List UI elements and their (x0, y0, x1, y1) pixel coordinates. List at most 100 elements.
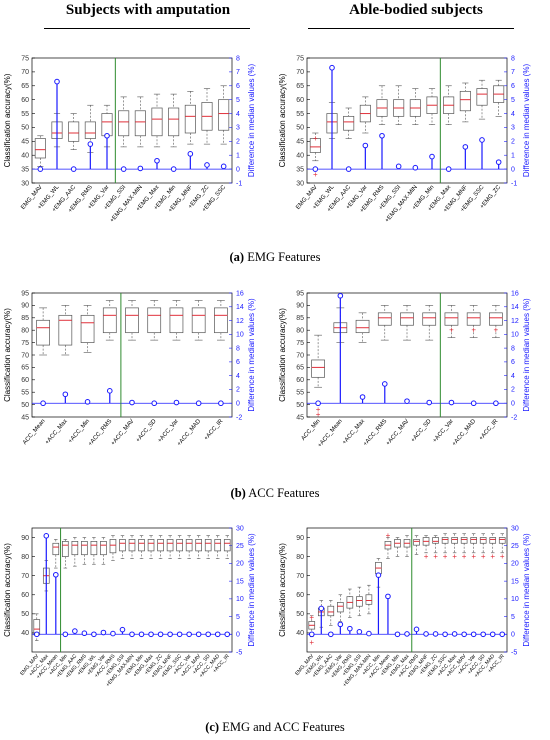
caption-a-text: EMG Features (247, 250, 321, 264)
y-tick-label: 55 (21, 111, 29, 118)
box (311, 359, 325, 378)
y2-tick-label: 2 (236, 139, 240, 146)
caption-c-letter: (c) (205, 720, 220, 734)
caption-b-text: ACC Features (248, 486, 320, 500)
y2-tick-label: 20 (236, 561, 244, 568)
diff-marker (170, 166, 177, 172)
y-tick-label: 75 (296, 55, 304, 62)
chart-emg-able-bodied: 30354045505560657075-1012345678Classific… (278, 55, 531, 224)
box (195, 539, 202, 552)
box (191, 307, 206, 334)
diff-marker (375, 572, 382, 578)
y2-tick-label: -1 (511, 180, 517, 187)
diff-marker (129, 399, 135, 406)
y-axis-label: Classification accuracy(%) (278, 543, 287, 637)
y2-tick-label: 25 (236, 543, 244, 550)
y-tick-label: 85 (296, 315, 304, 322)
diff-marker (186, 631, 192, 638)
diff-marker (328, 631, 334, 638)
y2-tick-label: 12 (511, 318, 519, 325)
y2-tick-label: 8 (511, 55, 515, 62)
box (403, 539, 411, 548)
y2-tick-label: 0 (511, 166, 515, 173)
y-axis-label: Classification accuracy(%) (278, 308, 287, 402)
diff-marker (448, 399, 455, 406)
diff-marker (72, 628, 78, 634)
y-tick-label: 45 (296, 414, 304, 421)
box (400, 312, 414, 326)
y-tick-label: 95 (21, 290, 29, 297)
diff-marker (62, 631, 69, 638)
outlier-mark: + (313, 170, 318, 179)
y-tick-label: 30 (21, 180, 29, 187)
y-tick-label: 45 (21, 139, 29, 146)
y-tick-label: 60 (296, 377, 304, 384)
outlier-mark: + (309, 638, 314, 647)
y-axis-label: Classification accuracy(%) (3, 73, 12, 167)
diff-marker (404, 631, 410, 637)
y-tick-label: 40 (21, 630, 29, 637)
y2-tick-label: 25 (511, 543, 519, 550)
diff-marker (404, 398, 410, 404)
diff-marker (499, 631, 506, 638)
box (223, 539, 231, 552)
column-rule-left (44, 28, 250, 29)
diff-marker (106, 388, 113, 394)
y-tick-label: 40 (21, 153, 29, 160)
column-rule-right (308, 28, 514, 29)
box (119, 539, 126, 552)
y2-tick-label: 7 (236, 69, 240, 76)
outlier-mark: + (471, 326, 476, 335)
box (218, 99, 230, 131)
column-title-left: Subjects with amputation (65, 2, 231, 18)
y-tick-label: 40 (296, 153, 304, 160)
box (204, 539, 212, 552)
outlier-mark: + (309, 613, 314, 622)
y-tick-label: 75 (296, 340, 304, 347)
diff-marker (356, 629, 363, 635)
y2-tick-label: 5 (511, 614, 515, 621)
diff-marker (312, 166, 319, 172)
caption-b-letter: (b) (230, 486, 246, 500)
diff-marker (70, 166, 77, 172)
box (214, 307, 228, 334)
y2-axis-label: Difference in median values (%) (522, 298, 531, 412)
category-label: +ACC_MAD (451, 418, 477, 448)
y-tick-label: 80 (21, 328, 29, 335)
plot-frame (31, 527, 233, 653)
y-tick-label: 80 (296, 554, 304, 561)
diff-marker (119, 626, 126, 633)
y2-tick-label: 10 (236, 596, 244, 603)
diff-marker (218, 400, 224, 407)
diff-marker (81, 630, 88, 637)
y2-tick-label: 0 (236, 166, 240, 173)
column-title-right: Able-bodied subjects (349, 2, 483, 18)
diff-marker (366, 630, 372, 637)
diff-marker (318, 605, 325, 612)
box (109, 539, 117, 554)
outlier-mark: + (494, 326, 499, 335)
diff-marker (224, 631, 231, 638)
box (34, 138, 46, 159)
outlier-mark: + (433, 552, 438, 561)
y2-tick-label: 10 (511, 332, 519, 339)
diff-marker (62, 391, 69, 398)
y-tick-label: 35 (21, 166, 29, 173)
category-label: +ACC_MAV (110, 418, 135, 446)
box (58, 314, 73, 346)
box (147, 539, 155, 552)
box (413, 539, 420, 546)
chart-emg-amputation: 30354045505560657075-1012345678Classific… (3, 55, 256, 224)
y-tick-label: 55 (21, 390, 29, 397)
diff-marker (204, 162, 210, 168)
box (36, 319, 50, 346)
category-label: +ACC_IR (203, 418, 224, 442)
y-tick-label: 70 (296, 352, 304, 359)
category-label: +ACC_Var (157, 418, 180, 444)
y-tick-label: 70 (21, 69, 29, 76)
y2-tick-label: 4 (236, 373, 240, 380)
y2-tick-label: 14 (511, 304, 519, 311)
y2-tick-label: 30 (236, 525, 244, 532)
box (466, 312, 481, 326)
box (147, 307, 162, 334)
